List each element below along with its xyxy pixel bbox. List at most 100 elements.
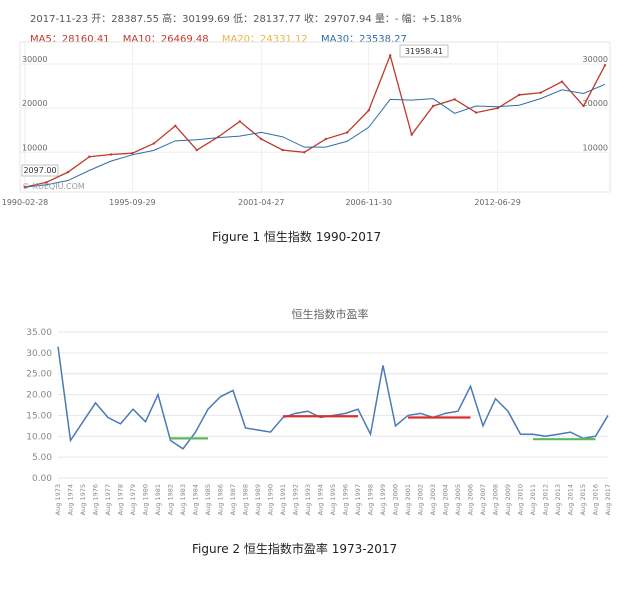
x-tick-label: Aug 1988 [242, 484, 250, 515]
price-point [238, 120, 242, 123]
price-point [23, 185, 27, 189]
y-tick-label-right: 10000 [583, 143, 608, 152]
price-point [582, 104, 585, 108]
x-tick-label: Aug 1976 [92, 484, 100, 515]
x-tick-label: Aug 2017 [604, 484, 612, 515]
price-point [303, 151, 306, 154]
hsi-price-line [24, 53, 606, 188]
y-tick-label-left: 10000 [22, 143, 47, 152]
price-point [131, 151, 134, 155]
price-point [367, 109, 370, 112]
x-tick-label: Aug 1989 [254, 484, 262, 515]
ma30-label: MA30：23538.27 [320, 34, 407, 45]
price-point [474, 111, 478, 114]
price-point [45, 181, 48, 184]
x-tick-label: Aug 1981 [154, 484, 162, 515]
x-tick-label: Aug 2006 [467, 484, 475, 515]
x-tick-label: 1995-09-29 [109, 198, 156, 207]
x-tick-label: Aug 1984 [192, 484, 200, 515]
price-point [453, 98, 456, 101]
x-tick-label: Aug 2005 [454, 484, 462, 515]
x-tick-label: Aug 1999 [379, 484, 387, 515]
hsi-candlestick-chart: 10000 10000 20000 20000 30000 30000 1990-02-2… [2, 41, 611, 207]
ma10-label: MA10：26469.48 [122, 34, 209, 45]
chart1-grid [20, 42, 610, 192]
max-callout: 31958.41 [399, 44, 449, 58]
x-tick-label: 2001-04-27 [238, 198, 285, 207]
x-tick-label: 2012-06-29 [474, 198, 521, 207]
x-tick-label: Aug 2004 [442, 484, 450, 515]
x-tick-label: Aug 1997 [354, 484, 362, 515]
y-tick-label-left: 20000 [22, 99, 47, 108]
x-tick-label: Aug 1983 [179, 484, 187, 515]
figure1-caption: Figure 1 恒生指数 1990-2017 [212, 230, 382, 244]
y-tick-label-right: 20000 [583, 99, 608, 108]
pe-ratio-line [57, 346, 609, 450]
x-tick-label: Aug 2009 [504, 484, 512, 515]
price-point [517, 93, 521, 97]
x-tick-label: Aug 1990 [267, 484, 275, 515]
x-tick-label: Aug 2016 [592, 484, 600, 515]
chart2-grid [58, 331, 608, 479]
x-tick-label: Aug 1977 [104, 484, 112, 515]
x-tick-label: Aug 2014 [567, 484, 575, 515]
x-tick-label: Aug 2015 [579, 484, 587, 515]
price-point [560, 80, 564, 83]
watermark: © XUEQIU.COM [22, 182, 85, 191]
y-tick-label-left: 30000 [22, 55, 47, 64]
chart1-y-ticks: 10000 10000 20000 20000 30000 30000 [22, 55, 608, 152]
price-point [410, 133, 413, 136]
ma20-label: MA20：24331.12 [221, 34, 308, 45]
chart2-annotations [170, 415, 596, 441]
price-point [88, 155, 91, 158]
price-point [152, 142, 156, 145]
price-point [603, 64, 607, 67]
y-tick-label-right: 30000 [583, 55, 608, 64]
x-tick-label: Aug 1993 [304, 484, 312, 515]
x-tick-label: Aug 1992 [292, 484, 300, 515]
price-point [281, 148, 284, 152]
x-tick-label: Aug 1982 [167, 484, 175, 515]
x-tick-label: Aug 1996 [342, 484, 350, 515]
hsi-ma-line [24, 83, 606, 188]
price-point [431, 104, 435, 108]
price-point [496, 106, 499, 110]
ohlc-info: 2017-11-23 开：28387.55 高：30199.69 低：28137… [30, 14, 462, 25]
pe-ratio-chart: 恒生指数市盈率 0.00 5.00 10.00 15.00 20.00 25.00 30.0… [26, 307, 612, 515]
x-tick-label: Aug 2000 [392, 484, 400, 515]
chart2-y-ticks: 0.00 5.00 10.00 15.00 20.00 25.00 30.00 35.00 [26, 328, 52, 484]
y-tick-label: 0.00 [32, 474, 52, 484]
price-point [66, 170, 70, 174]
price-point [346, 131, 349, 134]
x-tick-label: Aug 1998 [367, 484, 375, 515]
price-point [388, 54, 392, 57]
x-tick-label: Aug 2011 [529, 484, 537, 515]
x-tick-label: Aug 1973 [54, 484, 62, 515]
x-tick-label: Aug 1986 [217, 484, 225, 515]
x-tick-label: Aug 2001 [404, 484, 412, 515]
y-tick-label: 10.00 [26, 432, 52, 442]
x-tick-label: Aug 2012 [542, 484, 550, 515]
price-point [109, 153, 113, 156]
price-point [217, 135, 220, 139]
y-tick-label: 5.00 [32, 453, 52, 463]
y-tick-label: 20.00 [26, 391, 52, 401]
x-tick-label: Aug 2002 [417, 484, 425, 515]
x-tick-label: Aug 1994 [317, 484, 325, 515]
price-point [174, 124, 177, 128]
min-label: 2097.00 [23, 166, 56, 175]
chart1-x-ticks: 1990-02-28 1995-09-29 2001-04-27 2006-11-30… [2, 198, 521, 207]
y-tick-label: 30.00 [26, 349, 52, 359]
min-callout: 2097.00 [21, 164, 59, 177]
x-tick-label: Aug 2010 [517, 484, 525, 515]
x-tick-label: Aug 2003 [429, 484, 437, 515]
price-point [195, 148, 199, 152]
x-tick-label: Aug 1991 [279, 484, 287, 515]
x-tick-label: Aug 1975 [79, 484, 87, 515]
y-tick-label: 25.00 [26, 370, 52, 380]
x-tick-label: Aug 2008 [492, 484, 500, 515]
x-tick-label: Aug 1985 [204, 484, 212, 515]
y-tick-label: 35.00 [26, 328, 52, 338]
price-point [324, 137, 327, 141]
x-tick-label: Aug 1980 [142, 484, 150, 515]
